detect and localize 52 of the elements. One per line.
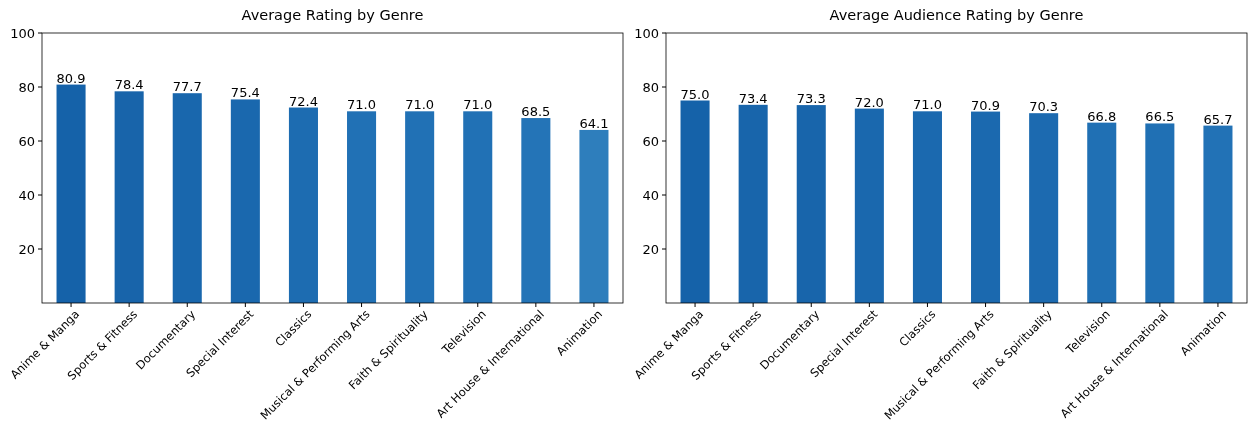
- bar: [680, 100, 710, 303]
- y-tick-label: 40: [642, 187, 659, 203]
- data-label: 64.1: [579, 115, 609, 131]
- y-tick-label: 100: [634, 25, 659, 41]
- bar: [1029, 113, 1059, 303]
- y-tick-label: 60: [642, 133, 659, 149]
- bar: [1145, 123, 1175, 303]
- bar: [463, 111, 493, 303]
- bar: [912, 111, 942, 303]
- bar: [114, 91, 144, 303]
- bar: [1087, 122, 1117, 303]
- data-label: 73.3: [796, 91, 826, 107]
- data-label: 65.7: [1203, 111, 1233, 127]
- bar: [347, 111, 377, 303]
- data-label: 78.4: [114, 77, 144, 93]
- y-tick-label: 80: [642, 79, 659, 95]
- y-tick-label: 20: [18, 241, 35, 257]
- data-label: 72.0: [854, 94, 884, 110]
- y-tick-label: 60: [18, 133, 35, 149]
- bar: [288, 107, 318, 303]
- y-tick-label: 20: [642, 241, 659, 257]
- bar: [230, 99, 260, 303]
- data-label: 75.0: [680, 86, 710, 102]
- data-label: 68.5: [521, 104, 551, 120]
- data-label: 75.4: [230, 85, 260, 101]
- bar: [56, 84, 86, 303]
- data-label: 66.5: [1145, 109, 1175, 125]
- data-label: 72.4: [288, 93, 318, 109]
- chart-title: Average Rating by Genre: [241, 7, 424, 23]
- data-label: 73.4: [738, 90, 768, 106]
- data-label: 77.7: [172, 79, 202, 95]
- y-tick-label: 80: [18, 79, 35, 95]
- data-label: 70.9: [971, 97, 1001, 113]
- bar: [796, 105, 826, 303]
- y-tick-label: 100: [10, 25, 35, 41]
- bar: [1203, 125, 1233, 303]
- bar: [971, 111, 1001, 303]
- data-label: 66.8: [1087, 108, 1117, 124]
- y-tick-label: 40: [18, 187, 35, 203]
- chart-title: Average Audience Rating by Genre: [829, 7, 1084, 23]
- data-label: 80.9: [56, 70, 86, 86]
- data-label: 71.0: [347, 97, 377, 113]
- bar: [172, 93, 202, 303]
- data-label: 71.0: [405, 97, 435, 113]
- bar: [738, 104, 768, 303]
- bar: [579, 129, 609, 303]
- data-label: 71.0: [912, 97, 942, 113]
- bar: [405, 111, 435, 303]
- bar: [854, 108, 884, 303]
- data-label: 70.3: [1029, 99, 1059, 115]
- bar: [521, 118, 551, 303]
- data-label: 71.0: [463, 97, 493, 113]
